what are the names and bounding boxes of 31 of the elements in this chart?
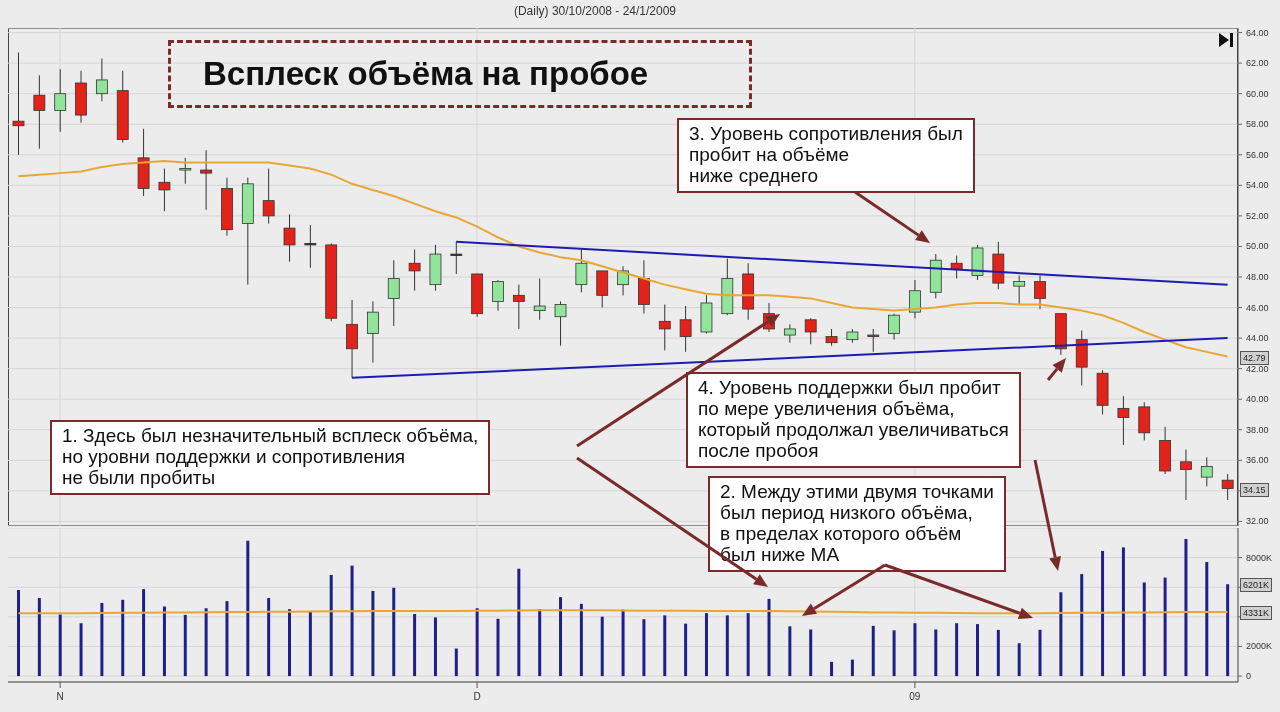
- x-tick-label: 09: [909, 691, 921, 702]
- y-tick-label: 42.00: [1246, 363, 1269, 374]
- y-tick-label: 58.00: [1246, 119, 1269, 130]
- annotation: 34.15: [1240, 482, 1269, 497]
- y-tick-label: 46.00: [1246, 302, 1269, 313]
- y-tick-label: 52.00: [1246, 210, 1269, 221]
- y-tick-label: 2000K: [1246, 641, 1273, 652]
- x-tick-label: D: [473, 691, 481, 702]
- y-tick-label: 40.00: [1246, 394, 1269, 405]
- y-tick-label: 56.00: [1246, 149, 1269, 160]
- y-tick-label: 50.00: [1246, 241, 1269, 252]
- y-tick-label: 48.00: [1246, 272, 1269, 282]
- annotation: 6201K: [1240, 578, 1273, 593]
- y-tick-label: 32.00: [1246, 516, 1269, 527]
- annotation: 42.79: [1240, 350, 1269, 365]
- y-tick-label: 36.00: [1246, 455, 1269, 466]
- y-tick-label: 38.00: [1246, 424, 1269, 435]
- y-tick-label: 44.00: [1246, 333, 1269, 344]
- y-tick-label: 64.00: [1246, 27, 1269, 38]
- y-tick-label: 8000K: [1246, 552, 1273, 563]
- chart-subtitle: (Daily) 30/10/2008 - 24/1/2009: [512, 4, 678, 18]
- annotation: 4. Уровень поддержки был пробит по мере увеличения объёма, который продолжал увеличиваться после пробоя: [686, 372, 1021, 468]
- y-tick-label: 60.00: [1246, 88, 1269, 99]
- annotation: 1. Здесь был незначительный всплеск объёма, но уровни поддержки и сопротивления не были пробиты: [50, 420, 491, 495]
- annotation: 3. Уровень сопротивления был пробит на объёме ниже среднего: [677, 118, 975, 193]
- x-tick-label: N: [56, 691, 64, 702]
- y-tick-label: 0: [1246, 671, 1252, 682]
- text: Всплеск объёма на пробое: [168, 40, 752, 108]
- annotation: 4331K: [1240, 605, 1273, 620]
- y-tick-label: 54.00: [1246, 180, 1269, 191]
- y-tick-label: 62.00: [1246, 58, 1269, 69]
